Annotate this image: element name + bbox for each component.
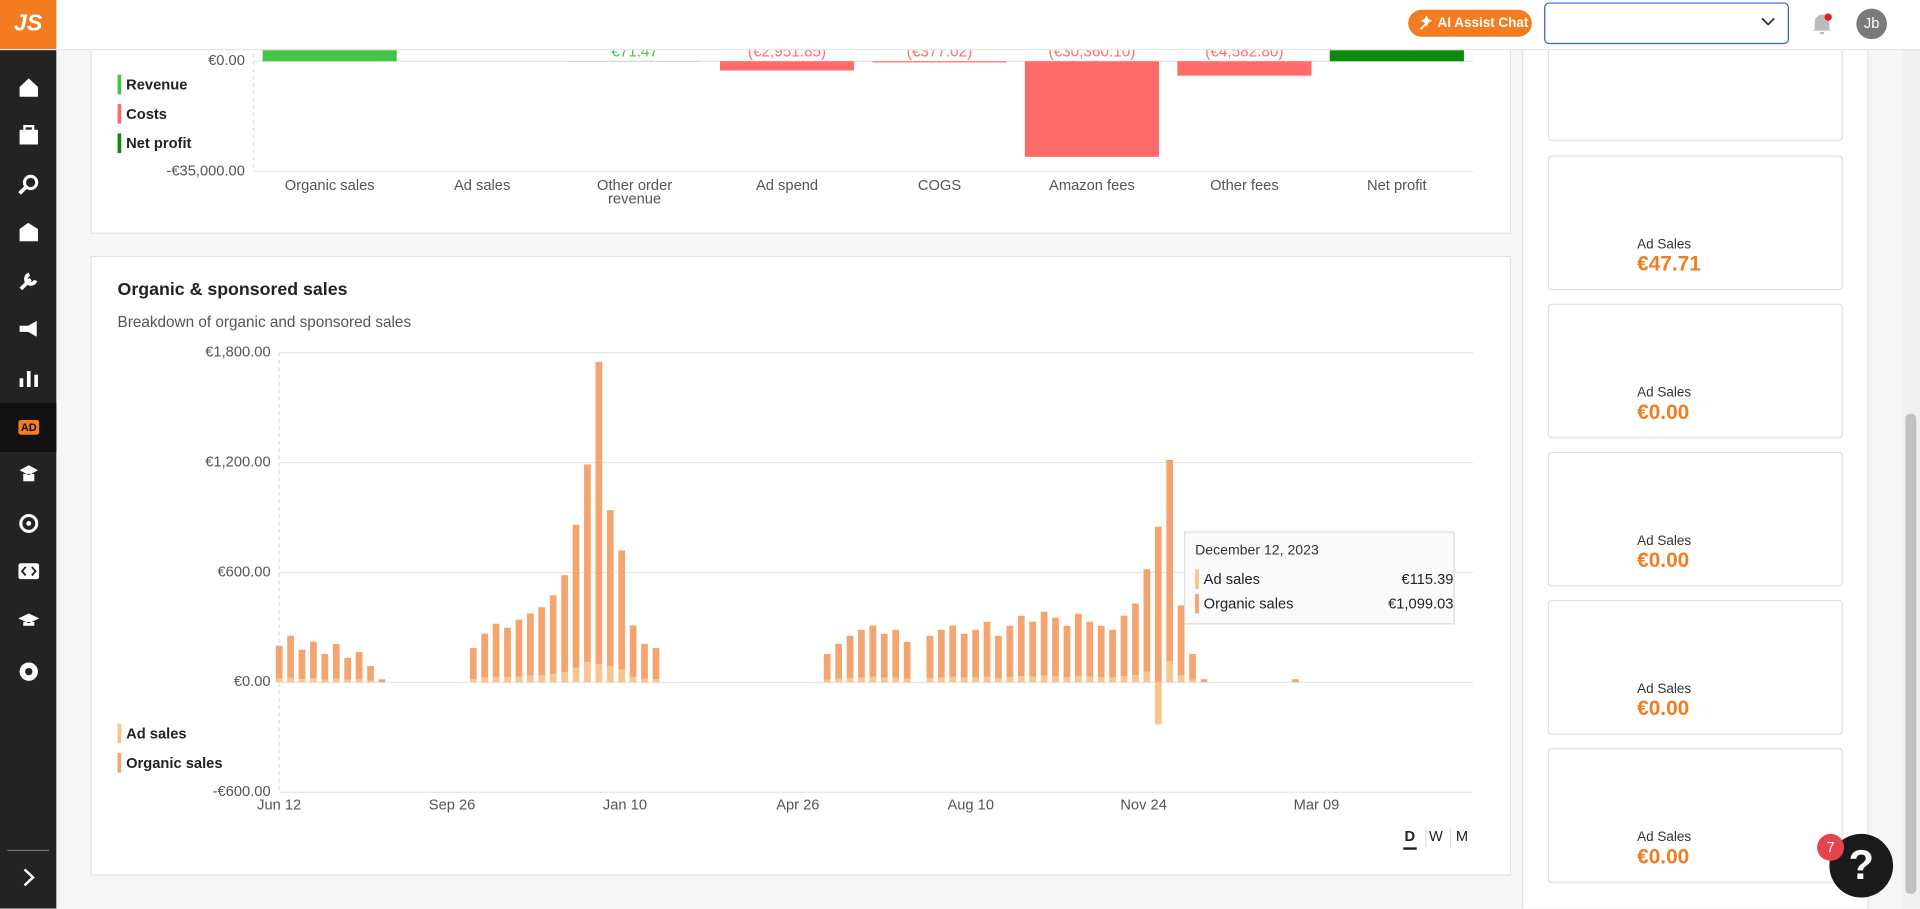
store-dropdown[interactable] <box>1544 2 1789 44</box>
tooltip-title: December 12, 2023 <box>1195 544 1319 559</box>
developer-icon[interactable] <box>18 561 39 582</box>
tooltip-series: Ad sales <box>1204 571 1260 588</box>
x-tick-label: Ad sales <box>421 179 543 192</box>
period-button[interactable]: M <box>1456 828 1468 845</box>
warehouse-icon[interactable] <box>18 222 39 243</box>
metric-card[interactable]: Ad Sales€0.00 <box>1548 600 1843 735</box>
card-label: Ad Sales <box>1637 534 1691 549</box>
legend-item: Ad sales <box>118 724 187 744</box>
ai-assist-button[interactable]: AI Assist Chat <box>1408 10 1532 37</box>
tooltip-swatch <box>1195 569 1199 589</box>
scrollbar[interactable] <box>1902 50 1920 908</box>
x-tick-label: COGS <box>878 179 1000 192</box>
x-tick-label: Other order revenue <box>573 179 695 206</box>
card-value: €0.00 <box>1637 697 1689 721</box>
legend-label: Organic sales <box>126 754 222 771</box>
expand-icon[interactable] <box>18 867 39 888</box>
chart-subtitle: Breakdown of organic and sponsored sales <box>118 313 412 330</box>
card-value: €47.71 <box>1637 252 1701 276</box>
home-icon[interactable] <box>18 77 39 98</box>
tooltip-row: Ad sales €115.39 <box>1195 569 1453 589</box>
metric-card[interactable]: Ad Sales€0.00 <box>1548 452 1843 587</box>
scroll-thumb[interactable] <box>1905 414 1916 894</box>
period-button[interactable]: W <box>1429 828 1443 845</box>
legend-swatch <box>118 753 122 773</box>
separator <box>1425 828 1426 848</box>
finance-icon[interactable] <box>18 513 39 534</box>
legend-item: Organic sales <box>118 753 223 773</box>
logo[interactable]: JS <box>0 0 56 49</box>
tooltip-series: Organic sales <box>1204 595 1294 612</box>
x-tick-label: Organic sales <box>268 179 390 192</box>
card-value: €0.00 <box>1637 845 1689 869</box>
chevron <box>1761 17 1776 27</box>
learn-icon[interactable] <box>18 610 39 631</box>
header: JS AI Assist Chat Jb <box>0 0 1920 50</box>
metric-card[interactable]: Ad Sales€47.71 <box>1548 156 1843 291</box>
legend-label: Costs <box>126 105 167 122</box>
x-tick-label: Net profit <box>1336 179 1458 192</box>
card-value: €0.00 <box>1637 549 1689 573</box>
legend-label: Ad sales <box>126 725 186 742</box>
legend-label: Revenue <box>126 76 187 93</box>
campaign-icon[interactable] <box>18 318 39 339</box>
x-tick-label: Ad spend <box>726 179 848 192</box>
card-label: Ad Sales <box>1637 682 1691 697</box>
help-badge: 7 <box>1817 834 1844 861</box>
sparkle-icon <box>1419 16 1434 31</box>
tooltip-value: €115.39 <box>1401 569 1453 589</box>
card-label: Ad Sales <box>1637 238 1691 253</box>
legend-item: Costs <box>118 104 167 124</box>
tooltip-row: Organic sales €1,099.03 <box>1195 594 1453 614</box>
card-label: Ad Sales <box>1637 386 1691 401</box>
extension-icon[interactable] <box>18 661 39 682</box>
divider <box>7 850 49 851</box>
legend-swatch <box>118 104 122 124</box>
legend-swatch <box>118 724 122 744</box>
legend-swatch <box>118 75 122 95</box>
metric-card[interactable]: Ad Sales€0.00 <box>1548 304 1843 439</box>
sidebar: AD <box>0 50 56 908</box>
legend-swatch <box>118 133 122 153</box>
tools-icon[interactable] <box>18 271 39 292</box>
separator <box>1450 828 1451 848</box>
ad-label: AD <box>18 420 39 435</box>
x-tick-label: Other fees <box>1183 179 1305 192</box>
avatar[interactable]: Jb <box>1856 9 1887 40</box>
tooltip-value: €1,099.03 <box>1388 594 1453 614</box>
metric-card[interactable]: Ad Sales€0.00 <box>1548 748 1843 883</box>
card-label: Ad Sales <box>1637 830 1691 845</box>
products-icon[interactable] <box>18 125 39 146</box>
x-tick-label: Amazon fees <box>1031 179 1153 192</box>
button-label: AI Assist Chat <box>1438 16 1529 31</box>
legend-item: Net profit <box>118 133 192 153</box>
period-toggle: D W M <box>1398 828 1479 850</box>
analytics-icon[interactable] <box>18 367 39 388</box>
period-button[interactable]: D <box>1403 828 1416 850</box>
tooltip-swatch <box>1195 594 1199 614</box>
active-item[interactable]: AD <box>0 403 56 452</box>
legend-label: Net profit <box>126 135 191 152</box>
legend-item: Revenue <box>118 75 188 95</box>
search-icon[interactable] <box>18 174 39 195</box>
tooltip: December 12, 2023 Ad sales €115.39 Organi… <box>1184 531 1455 624</box>
notification-bell[interactable] <box>1810 11 1834 35</box>
card-value: €0.00 <box>1637 400 1689 424</box>
academy-icon[interactable] <box>18 464 39 485</box>
chart-title: Organic & sponsored sales <box>118 280 348 300</box>
